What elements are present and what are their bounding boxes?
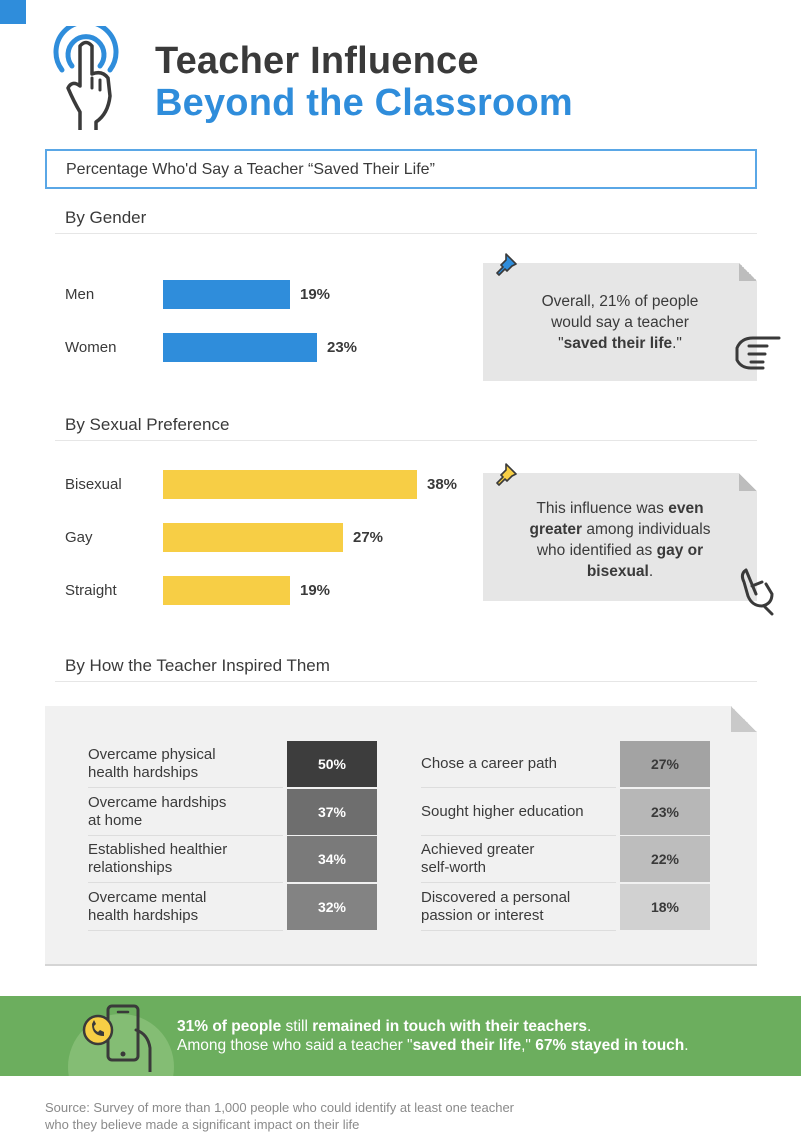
source-line: Source: Survey of more than 1,000 people… — [45, 1100, 515, 1115]
page-title-line1: Teacher Influence — [155, 40, 479, 82]
section-divider — [55, 681, 757, 682]
table-row-label-line: passion or interest — [421, 906, 544, 924]
bar-value-label: 27% — [353, 529, 384, 546]
table-row-value: 50% — [287, 741, 377, 788]
table-row-value: 22% — [620, 836, 710, 883]
table-row-label-line: relationships — [88, 859, 173, 876]
bar-category-label: Gay — [65, 529, 93, 546]
table-row-value: 37% — [287, 788, 377, 836]
page-fold — [739, 473, 757, 491]
bar-category-label: Men — [65, 286, 95, 303]
section-divider — [55, 440, 757, 441]
phone-call-icon — [82, 1004, 152, 1072]
bar — [163, 576, 290, 605]
table-row-label-line: at home — [88, 811, 143, 829]
bar — [163, 523, 343, 552]
table-row-value: 27% — [620, 741, 710, 788]
gender-callout-text: Overall, 21% of people would say a teach… — [483, 291, 757, 354]
table-row-label: Overcame mental health hardships — [88, 884, 283, 931]
bar-value-label: 23% — [327, 339, 358, 356]
page-fold — [731, 706, 757, 732]
pushpin-icon — [496, 463, 517, 486]
callout-line: would say a teacher — [551, 314, 689, 331]
pushpin-icon — [496, 253, 517, 276]
touch-hand-icon — [53, 26, 119, 130]
bar-value-label: 19% — [300, 582, 331, 599]
corner-accent — [0, 0, 26, 24]
table-row-label-line: Sought higher education — [421, 802, 584, 820]
preference-callout: This influence was even greater among in… — [483, 473, 757, 601]
callout-line: greater among individuals — [529, 521, 711, 538]
bar-category-label: Bisexual — [65, 476, 122, 493]
bar — [163, 333, 317, 362]
callout-line: who identified as gay or — [536, 542, 704, 559]
table-row-label: Chose a career path — [421, 741, 616, 788]
bar-value-label: 19% — [300, 286, 331, 303]
bar — [163, 280, 290, 309]
source-line: who they believe made a significant impa… — [45, 1117, 360, 1132]
pointing-hand-icon — [740, 568, 774, 616]
table-row-value: 18% — [620, 883, 710, 931]
inspiration-table-panel: Overcame physical health hardships 50% Over… — [45, 706, 757, 966]
source-note: Source: Survey of more than 1,000 people… — [45, 1099, 645, 1133]
page-fold — [739, 263, 757, 281]
section-title-gender: By Gender — [65, 208, 147, 227]
table-row-label-line: Overcame physical — [88, 746, 216, 763]
subtitle-box: Percentage Who'd Say a Teacher “Saved Th… — [45, 149, 757, 189]
page-title-line2: Beyond the Classroom — [155, 82, 573, 124]
bar-value-label: 38% — [427, 476, 458, 493]
section-title-preference: By Sexual Preference — [65, 415, 230, 434]
section-divider — [55, 233, 757, 234]
table-row-label-line: Overcame hardships — [88, 793, 227, 811]
preference-callout-text: This influence was even greater among in… — [483, 498, 757, 582]
table-row-label-line: health hardships — [88, 764, 199, 781]
bar — [163, 470, 417, 499]
banner-line1: 31% of people still remained in touch wi… — [177, 1018, 592, 1035]
callout-line: Overall, 21% of people — [541, 293, 699, 310]
section-title-inspired: By How the Teacher Inspired Them — [65, 656, 330, 675]
table-row-label-line: health hardships — [88, 906, 199, 924]
table-row-label-line: Chose a career path — [421, 755, 557, 772]
callout-line: This influence was even — [536, 500, 704, 517]
table-row-value: 34% — [287, 836, 377, 883]
table-row-label: Established healthier relationships — [88, 836, 283, 883]
bar-category-label: Straight — [65, 582, 117, 599]
table-row-label: Discovered a personal passion or interest — [421, 884, 616, 931]
subtitle-text: Percentage Who'd Say a Teacher “Saved Th… — [66, 161, 435, 178]
table-row-label-line: Overcame mental — [88, 888, 207, 906]
table-row-label: Achieved greater self-worth — [421, 836, 616, 883]
table-row-label: Sought higher education — [421, 789, 616, 836]
banner-line2: Among those who said a teacher "saved th… — [177, 1037, 689, 1054]
table-row-value: 23% — [620, 788, 710, 836]
gender-callout: Overall, 21% of people would say a teach… — [483, 263, 757, 381]
callout-line: "saved their life." — [558, 335, 682, 352]
table-row-label-line: Discovered a personal — [421, 888, 571, 906]
bar-category-label: Women — [65, 339, 117, 356]
callout-line: bisexual. — [586, 563, 654, 580]
stay-in-touch-banner: 31% of people still remained in touch wi… — [0, 996, 801, 1076]
table-row-label-line: Achieved greater — [421, 841, 535, 858]
table-row-label-line: self-worth — [421, 859, 487, 876]
table-row-label-line: Established healthier — [88, 841, 228, 858]
table-row-label: Overcame hardships at home — [88, 789, 283, 836]
table-row-value: 32% — [287, 883, 377, 931]
table-row-label: Overcame physical health hardships — [88, 741, 283, 788]
pointing-hand-icon — [735, 336, 781, 370]
